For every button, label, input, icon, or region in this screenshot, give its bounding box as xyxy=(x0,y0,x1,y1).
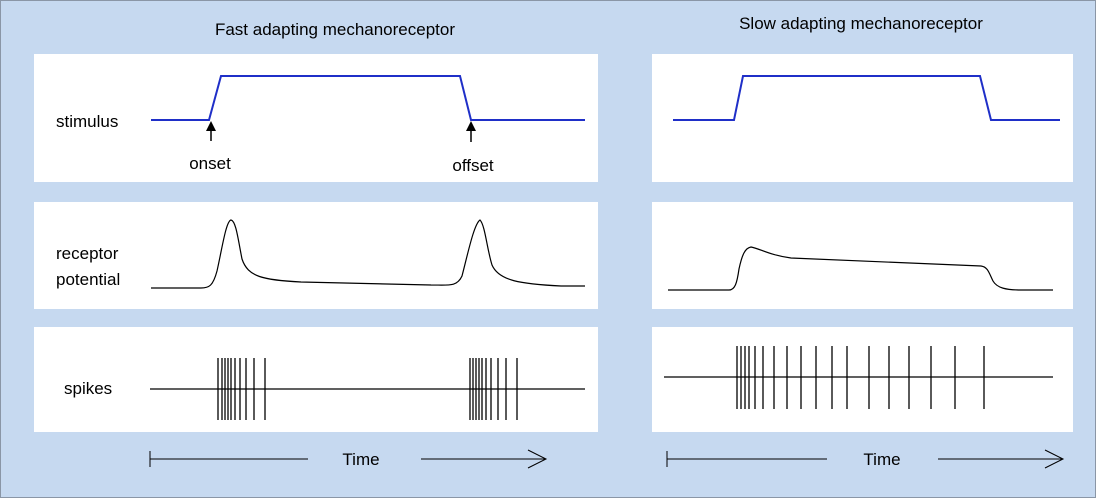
slow-time-axis xyxy=(666,449,1065,469)
fast-spikes-box xyxy=(34,327,598,432)
offset-label: offset xyxy=(452,156,494,175)
slow-stimulus-trace xyxy=(673,75,1060,121)
fast-receptor-box xyxy=(34,202,598,309)
slow-adapting-title: Slow adapting mechanoreceptor xyxy=(739,14,983,33)
slow-time-label: Time xyxy=(863,450,900,469)
fast-time-axis xyxy=(149,449,548,469)
fast-stimulus-box xyxy=(34,54,598,182)
receptor-label-line2: potential xyxy=(56,270,120,289)
fast-stimulus-trace xyxy=(151,75,585,121)
onset-label: onset xyxy=(189,154,231,173)
receptor-label-line1: receptor xyxy=(56,244,119,263)
offset-arrow xyxy=(466,121,476,142)
fast-spike-train xyxy=(217,358,518,420)
fast-adapting-title: Fast adapting mechanoreceptor xyxy=(215,20,455,39)
onset-arrow xyxy=(206,121,216,141)
fast-time-label: Time xyxy=(342,450,379,469)
slow-receptor-box xyxy=(652,202,1073,309)
spikes-label: spikes xyxy=(64,379,112,398)
slow-stimulus-box xyxy=(652,54,1073,182)
slow-receptor-trace xyxy=(668,246,1053,291)
stimulus-label: stimulus xyxy=(56,112,118,131)
slow-spike-train xyxy=(736,346,985,409)
slow-spikes-box xyxy=(652,327,1073,432)
fast-receptor-trace xyxy=(151,219,585,289)
